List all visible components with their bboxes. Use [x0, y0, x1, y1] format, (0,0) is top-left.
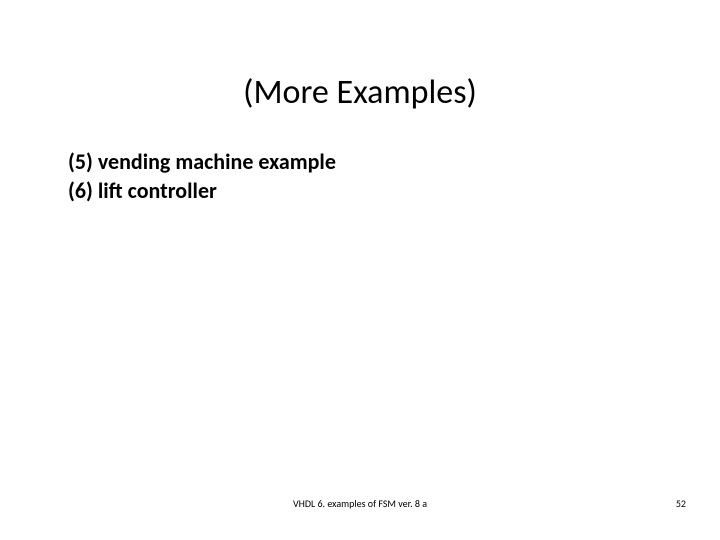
slide-body: (5) vending machine example (6) lift con…: [68, 148, 652, 205]
body-line-1: (5) vending machine example: [68, 148, 652, 177]
page-number: 52: [676, 497, 686, 510]
body-line-2: (6) lift controller: [68, 177, 652, 206]
slide-title: (More Examples): [0, 72, 720, 113]
footer-center-text: VHDL 6. examples of FSM ver. 8 a: [0, 497, 720, 510]
slide: (More Examples) (5) vending machine exam…: [0, 0, 720, 540]
